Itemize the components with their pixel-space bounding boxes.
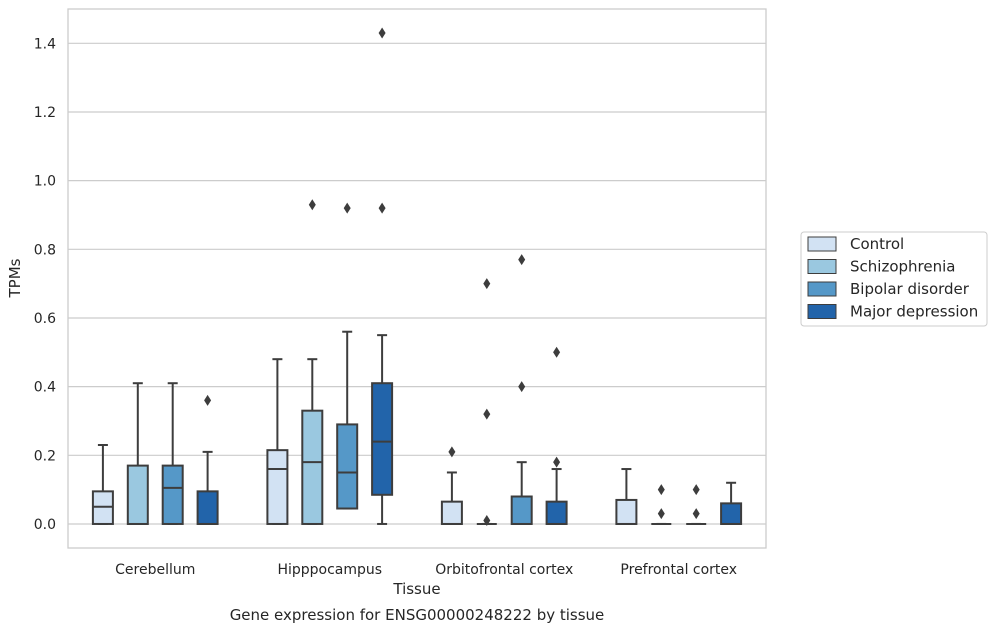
y-tick-label: 1.2 <box>34 105 56 121</box>
box <box>510 254 533 525</box>
legend-label: Major depression <box>850 303 978 321</box>
box-layer <box>91 27 743 527</box>
outlier-point <box>657 484 665 496</box>
box-body <box>266 449 289 525</box>
outlier-point <box>518 381 526 393</box>
outlier-point <box>483 278 491 290</box>
box <box>126 382 149 525</box>
box <box>91 444 114 525</box>
x-tick-label: Cerebellum <box>115 562 195 578</box>
grid-lines <box>68 42 766 525</box>
outlier-point <box>657 508 665 520</box>
box-body <box>126 464 149 525</box>
box <box>545 346 568 525</box>
box <box>440 446 463 525</box>
box-body <box>301 409 324 525</box>
outlier-point <box>204 394 212 406</box>
outlier-point <box>483 408 491 420</box>
x-tick-label: Prefrontal cortex <box>620 562 737 578</box>
legend-swatch <box>807 304 837 319</box>
box <box>686 484 707 525</box>
box <box>266 358 289 525</box>
box <box>161 382 184 525</box>
y-axis-title: TPMs <box>6 258 24 298</box>
box <box>371 27 394 525</box>
box-body <box>545 500 568 525</box>
box-body <box>615 498 638 525</box>
outlier-point <box>518 254 526 266</box>
box-body <box>196 490 219 525</box>
figure-caption: Gene expression for ENSG00000248222 by t… <box>229 606 605 624</box>
box <box>651 484 672 525</box>
legend-frame <box>800 231 988 327</box>
legend-swatch <box>807 236 837 252</box>
x-tick-label: Orbitofrontal cortex <box>435 562 573 578</box>
outlier-point <box>553 456 561 468</box>
box <box>476 278 497 527</box>
y-tick-label: 0.0 <box>34 517 56 533</box>
y-tick-label: 1.0 <box>34 174 56 190</box>
y-tick-label: 0.6 <box>34 311 56 327</box>
outlier-point <box>483 515 491 527</box>
plot-frame <box>67 8 767 549</box>
legend-swatch <box>807 259 837 274</box>
x-tick-label: Hipppocampus <box>277 562 382 578</box>
box-body <box>510 495 533 525</box>
box <box>720 481 743 525</box>
box <box>196 394 219 525</box>
outlier-point <box>692 508 700 520</box>
outlier-point <box>308 199 316 211</box>
y-tick-label: 0.4 <box>34 380 56 396</box>
box-body <box>440 500 463 525</box>
y-tick-label: 0.2 <box>34 448 56 464</box>
legend-label: Bipolar disorder <box>850 280 970 298</box>
box <box>301 199 324 525</box>
outlier-point <box>553 346 561 358</box>
x-axis-title: Tissue <box>392 580 440 598</box>
x-axis-ticks: Cerebellum Hipppocampus Orbitofrontal cort… <box>115 562 737 578</box>
legend-label: Control <box>850 235 904 253</box>
box <box>336 202 359 510</box>
outlier-point <box>378 202 386 214</box>
y-tick-label: 0.8 <box>34 242 56 258</box>
y-axis-ticks: 0.0 0.2 0.4 0.6 0.8 1.0 1.2 1.4 <box>34 36 56 533</box>
box-body <box>720 502 743 525</box>
box-body <box>371 382 394 496</box>
legend: Control Schizophrenia Bipolar disorder Majo… <box>800 231 988 327</box>
box <box>615 468 638 525</box>
y-tick-label: 1.4 <box>34 36 56 52</box>
box-body <box>161 464 184 525</box>
outlier-point <box>692 484 700 496</box>
legend-swatch <box>807 281 837 297</box>
box-body <box>336 423 359 510</box>
outlier-point <box>378 27 386 39</box>
legend-label: Schizophrenia <box>850 258 955 276</box>
outlier-point <box>343 202 351 214</box>
outlier-point <box>448 446 456 458</box>
